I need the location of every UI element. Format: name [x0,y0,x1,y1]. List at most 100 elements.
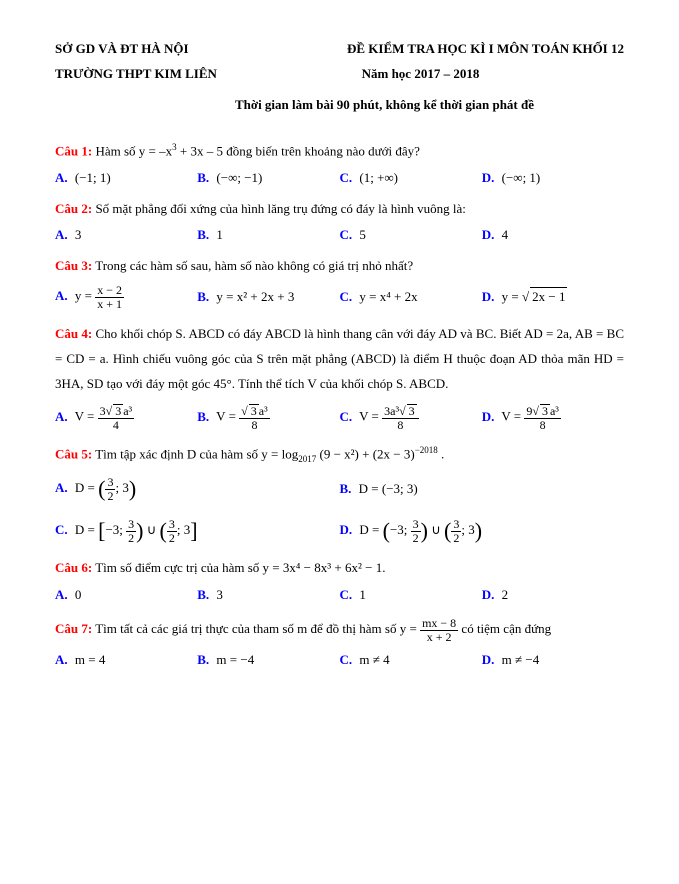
q6-text: Tìm số điểm cực trị của hàm số y = 3x⁴ −… [92,560,385,575]
q4-c-frac: 3a³38 [382,404,419,431]
q5-c-frac2: 32 [167,518,177,544]
q3-b-val: y = x² + 2x + 3 [216,289,294,304]
q1-opt-d: D. (−∞; 1) [482,169,624,188]
q4-label: Câu 4: [55,326,92,341]
q1-b-val: (−∞; −1) [216,170,262,185]
q7-opt-c: C. m ≠ 4 [340,651,482,670]
q2-opt-c: C. 5 [340,226,482,245]
q4-d-num: 93a³ [524,404,561,419]
q5-text-a: Tìm tập xác định D của hàm số y = log [92,446,298,461]
q6-opt-a: A. 0 [55,586,197,605]
question-2: Câu 2: Số mặt phẳng đối xứng của hình lă… [55,200,624,219]
question-3: Câu 3: Trong các hàm số sau, hàm số nào … [55,257,624,276]
q5-c-frac1: 32 [126,518,136,544]
question-4: Câu 4: Cho khối chóp S. ABCD có đáy ABCD… [55,322,624,396]
q1-text-a: Hàm số y = –x [92,143,172,158]
q7-opt-b: B. m = −4 [197,651,339,670]
q2-opt-b: B. 1 [197,226,339,245]
question-6: Câu 6: Tìm số điểm cực trị của hàm số y … [55,559,624,578]
q5-d-frac1: 32 [411,518,421,544]
q3-a-den: x + 1 [95,298,124,311]
q2-d-val: 4 [502,227,509,242]
q6-a-val: 0 [75,587,82,602]
q5-text-b: (9 − x²) + (2x − 3) [316,446,414,461]
q2-b-val: 1 [216,227,223,242]
question-1: Câu 1: Hàm số y = –x3 + 3x – 5 đồng biến… [55,141,624,161]
q7-b-val: m = −4 [216,652,254,667]
q2-opt-d: D. 4 [482,226,624,245]
q1-a-val: (−1; 1) [75,170,111,185]
q5-a-rest: ; 3 [115,480,128,495]
q5-opt-c: C. D = [−3; 32) ∪ (32; 3] [55,515,340,547]
q1-c-val: (1; +∞) [359,170,398,185]
q3-opt-b: B. y = x² + 2x + 3 [197,288,339,307]
q4-b-frac: 3a³8 [239,404,270,431]
q5-text-c: . [438,446,445,461]
q4-opt-d: D. V = 93a³8 [482,404,624,431]
q2-opt-a: A. 3 [55,226,197,245]
q5-a-frac: 32 [105,476,115,502]
q4-options: A. V = 33a³4 B. V = 3a³8 C. V = 3a³38 D.… [55,404,624,431]
q4-a-num: 33a³ [98,404,135,419]
school-year: Năm học 2017 – 2018 [217,65,624,84]
q4-b-den: 8 [239,419,270,432]
q7-text-b: có tiệm cận đứng [458,621,551,636]
q1-options: A. (−1; 1) B. (−∞; −1) C. (1; +∞) D. (−∞… [55,169,624,188]
q5-opt-a: A. D = (32; 3) [55,473,340,505]
q7-label: Câu 7: [55,621,92,636]
q3-c-val: y = x⁴ + 2x [359,289,417,304]
q1-opt-c: C. (1; +∞) [340,169,482,188]
q5-sup: −2018 [415,445,438,455]
q1-label: Câu 1: [55,143,92,158]
q1-opt-a: A. (−1; 1) [55,169,197,188]
q3-opt-c: C. y = x⁴ + 2x [340,288,482,307]
q6-options: A. 0 B. 3 C. 1 D. 2 [55,586,624,605]
q7-frac: mx − 8x + 2 [420,617,458,643]
q5-b-val: D = (−3; 3) [359,481,418,496]
q3-opt-a: A. y = x − 2x + 1 [55,284,197,310]
q6-c-val: 1 [359,587,366,602]
q5-opt-d: D. D = (−3; 32) ∪ (32; 3) [340,515,625,547]
q1-d-val: (−∞; 1) [502,170,541,185]
q5-sub: 2017 [298,453,316,463]
q7-options: A. m = 4 B. m = −4 C. m ≠ 4 D. m ≠ −4 [55,651,624,670]
question-7: Câu 7: Tìm tất cả các giá trị thực của t… [55,617,624,643]
q6-opt-d: D. 2 [482,586,624,605]
q1-opt-b: B. (−∞; −1) [197,169,339,188]
q4-text: Cho khối chóp S. ABCD có đáy ABCD là hìn… [55,326,624,390]
school-name: TRƯỜNG THPT KIM LIÊN [55,65,217,84]
q7-opt-a: A. m = 4 [55,651,197,670]
q6-b-val: 3 [216,587,223,602]
q4-opt-c: C. V = 3a³38 [340,404,482,431]
q2-c-val: 5 [359,227,366,242]
q5-d-frac2: 32 [451,518,461,544]
q7-den: x + 2 [420,631,458,644]
q7-a-val: m = 4 [75,652,105,667]
q4-d-frac: 93a³8 [524,404,561,431]
q4-d-den: 8 [524,419,561,432]
q3-text: Trong các hàm số sau, hàm số nào không c… [92,258,413,273]
q5-options-2: C. D = [−3; 32) ∪ (32; 3] D. D = (−3; 32… [55,515,624,547]
q4-a-den: 4 [98,419,135,432]
q3-opt-d: D. y = 2x − 1 [482,287,624,307]
q6-opt-c: C. 1 [340,586,482,605]
q4-c-den: 8 [382,419,419,432]
q3-label: Câu 3: [55,258,92,273]
q2-text: Số mặt phẳng đối xứng của hình lăng trụ … [92,201,466,216]
q4-c-num: 3a³3 [382,404,419,419]
q4-opt-a: A. V = 33a³4 [55,404,197,431]
q2-a-val: 3 [75,227,82,242]
q4-opt-b: B. V = 3a³8 [197,404,339,431]
q5-options-1: A. D = (32; 3) B. D = (−3; 3) [55,473,624,505]
q3-a-num: x − 2 [95,284,124,298]
exam-title: ĐỀ KIỂM TRA HỌC KÌ I MÔN TOÁN KHỐI 12 [347,40,624,59]
dept-name: SỞ GD VÀ ĐT HÀ NỘI [55,40,189,59]
question-5: Câu 5: Tìm tập xác định D của hàm số y =… [55,444,624,466]
q7-c-val: m ≠ 4 [359,652,389,667]
q6-label: Câu 6: [55,560,92,575]
q7-num: mx − 8 [420,617,458,631]
q3-a-frac: x − 2x + 1 [95,284,124,310]
q4-b-num: 3a³ [239,404,270,419]
q1-text-b: + 3x – 5 đồng biến trên khoảng nào dưới … [177,143,420,158]
header-row-2: TRƯỜNG THPT KIM LIÊN Năm học 2017 – 2018 [55,65,624,84]
